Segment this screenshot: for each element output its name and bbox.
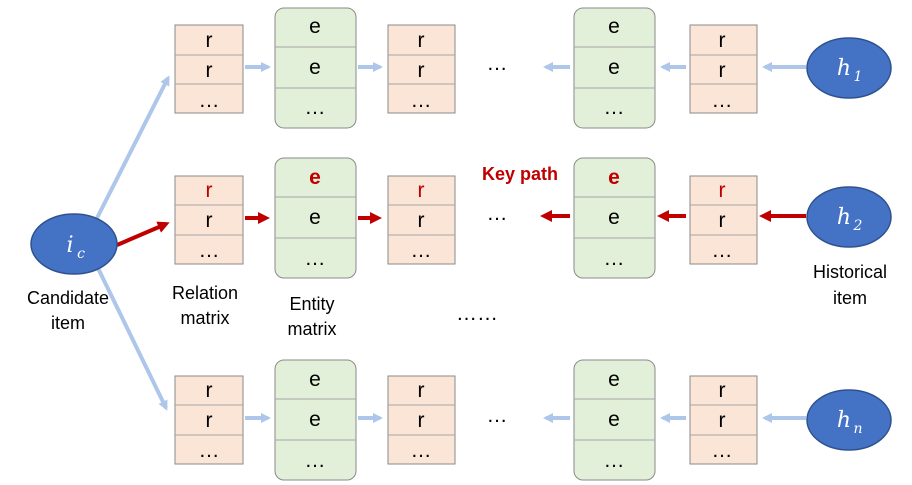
historical-item-node: h n xyxy=(806,389,892,451)
relation-matrix: r r … xyxy=(174,24,244,114)
relation-matrix: r r … xyxy=(387,24,456,114)
relation-cell: r xyxy=(206,209,213,232)
relation-matrix: r r … xyxy=(174,175,244,265)
entity-matrix: e e … xyxy=(274,157,357,279)
key-entity-cell: e xyxy=(309,166,321,189)
entity-cell: e xyxy=(608,56,620,79)
relation-cell: r xyxy=(206,59,213,82)
entity-cell: e xyxy=(309,15,321,38)
path-row-n: r r … e e … r r … … e e … xyxy=(174,359,892,481)
entity-cell: … xyxy=(604,247,625,270)
relation-matrix: r r … xyxy=(689,24,758,114)
entity-matrix: e e … xyxy=(274,7,357,129)
entity-cell: e xyxy=(309,408,321,431)
key-relation-cell: r xyxy=(206,179,213,202)
relation-cell: r xyxy=(206,29,213,52)
relation-cell: … xyxy=(411,239,432,262)
node-subscript: 1 xyxy=(854,69,863,85)
relation-cell: r xyxy=(719,59,726,82)
relation-cell: … xyxy=(411,439,432,462)
node-subscript: c xyxy=(77,246,85,262)
relation-cell: r xyxy=(418,379,425,402)
entity-cell: … xyxy=(305,449,326,472)
entity-cell: e xyxy=(309,368,321,391)
relation-cell: r xyxy=(206,409,213,432)
relation-cell: … xyxy=(199,239,220,262)
relation-cell: … xyxy=(712,89,733,112)
node-symbol: i xyxy=(66,233,73,258)
node-symbol: h xyxy=(837,408,851,433)
branch-arrow-bottom xyxy=(93,261,168,411)
candidate-item-label: Candidate xyxy=(27,288,109,308)
relation-matrix: r r … xyxy=(689,175,758,265)
relation-matrix: r r … xyxy=(387,175,456,265)
relation-cell: r xyxy=(719,379,726,402)
relation-cell: … xyxy=(712,439,733,462)
relation-matrix: r r … xyxy=(174,375,244,465)
relation-matrix: r r … xyxy=(387,375,456,465)
relation-cell: r xyxy=(418,409,425,432)
relation-matrix-label: matrix xyxy=(181,308,230,328)
row-ellipsis: … xyxy=(487,202,508,225)
key-relation-cell: r xyxy=(719,179,726,202)
node-subscript: n xyxy=(853,421,862,437)
entity-matrix: e e … xyxy=(274,359,357,481)
entity-cell: … xyxy=(604,449,625,472)
entity-matrix-label: matrix xyxy=(288,319,337,339)
relation-cell: r xyxy=(719,29,726,52)
historical-item-label: Historical xyxy=(813,262,887,282)
entity-cell: e xyxy=(608,408,620,431)
candidate-item-label: item xyxy=(51,313,85,333)
entity-matrix: e e … xyxy=(573,157,656,279)
relation-cell: r xyxy=(418,29,425,52)
key-entity-cell: e xyxy=(608,166,620,189)
relation-cell: … xyxy=(199,89,220,112)
entity-matrix-label: Entity xyxy=(289,294,334,314)
entity-matrix: e e … xyxy=(573,7,656,129)
entity-cell: e xyxy=(608,368,620,391)
entity-cell: e xyxy=(608,15,620,38)
row-ellipsis: … xyxy=(487,52,508,75)
relation-cell: … xyxy=(712,239,733,262)
path-row-1: r r … e e … r r … … e e … xyxy=(174,7,892,129)
entity-cell: e xyxy=(608,206,620,229)
relation-cell: r xyxy=(719,209,726,232)
candidate-item-node: i c xyxy=(30,213,118,275)
historical-item-node: h 2 xyxy=(806,186,892,248)
node-symbol: h xyxy=(837,205,851,230)
relation-cell: r xyxy=(418,59,425,82)
entity-cell: e xyxy=(309,56,321,79)
relation-cell: r xyxy=(418,209,425,232)
relation-cell: … xyxy=(199,439,220,462)
relation-cell: r xyxy=(719,409,726,432)
entity-cell: … xyxy=(604,96,625,119)
entity-cell: … xyxy=(305,247,326,270)
relation-matrix-label: Relation xyxy=(172,283,238,303)
historical-item-label: item xyxy=(833,288,867,308)
node-symbol: h xyxy=(837,56,851,81)
key-relation-cell: r xyxy=(418,179,425,202)
historical-item-node: h 1 xyxy=(806,37,892,99)
relation-matrix: r r … xyxy=(689,375,758,465)
key-branch-arrow xyxy=(116,221,170,247)
entity-cell: … xyxy=(305,96,326,119)
relation-cell: r xyxy=(206,379,213,402)
key-path-label: Key path xyxy=(482,164,558,184)
entity-matrix: e e … xyxy=(573,359,656,481)
relation-cell: … xyxy=(411,89,432,112)
entity-cell: e xyxy=(309,206,321,229)
node-subscript: 2 xyxy=(853,218,863,234)
path-row-2: r r … e e … r r … … Key path e e … xyxy=(174,157,892,308)
row-ellipsis: … xyxy=(487,404,508,427)
rows-ellipsis: …… xyxy=(456,302,498,325)
branch-arrow-top xyxy=(93,75,170,223)
